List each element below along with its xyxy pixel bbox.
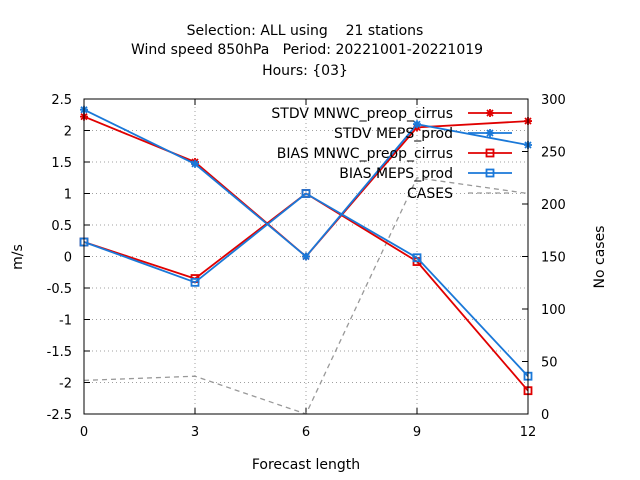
- chart-title-line-2: Wind speed 850hPa Period: 20221001-20221…: [131, 42, 483, 58]
- x-tick-label: 0: [80, 425, 88, 440]
- y-tick-label: 0.5: [51, 219, 72, 234]
- legend-label: CASES: [407, 186, 453, 202]
- y-tick-labels: 2.5 2 1.5 1 0.5 0 -0.5 -1 -1.5 -2 -2.5: [47, 93, 72, 423]
- x-axis-label: Forecast length: [252, 457, 360, 473]
- series-3-point: [301, 189, 311, 198]
- y2-tick-label: 0: [541, 408, 549, 423]
- y-tick-label: 2: [64, 125, 72, 140]
- y2-tick-label: 300: [541, 93, 566, 108]
- y2-tick-label: 150: [541, 251, 566, 266]
- x-tick-label: 3: [191, 425, 199, 440]
- y2-tick-label: 100: [541, 303, 566, 318]
- y-tick-label: -2.5: [47, 408, 72, 423]
- series-1-point: [302, 252, 310, 261]
- legend: STDV MNWC_preop_cirrus STDV MEPS_prod BIAS…: [271, 106, 512, 202]
- x-tick-label: 12: [520, 425, 537, 440]
- series-1-point: [413, 120, 421, 129]
- y2-tick-label: 200: [541, 198, 566, 213]
- y2-axis-label: No cases: [592, 226, 608, 289]
- legend-marker: [485, 168, 495, 178]
- legend-marker: [486, 109, 494, 117]
- y-axis-label: m/s: [10, 244, 26, 270]
- x-tick-label: 6: [302, 425, 310, 440]
- y-tick-label: 1.5: [51, 156, 72, 171]
- series-line-3: [83, 192, 529, 377]
- legend-marker: [485, 148, 495, 158]
- x-tick-label: 9: [413, 425, 421, 440]
- y-tick-label: -0.5: [47, 282, 72, 297]
- plot-frame: [83, 98, 529, 415]
- series-3-point: [190, 277, 200, 287]
- chart-title-line-3: Hours: {03}: [262, 63, 348, 79]
- y2-tick-label: 250: [541, 146, 566, 161]
- legend-label: STDV MEPS_prod: [334, 126, 453, 142]
- y-tick-label: -1: [59, 314, 72, 329]
- series-3-point: [412, 253, 422, 263]
- series-1-point: [191, 159, 199, 168]
- x-tick-labels: 0 3 6 9 12: [80, 425, 536, 440]
- y-tick-label: 0: [64, 251, 72, 266]
- y-tick-label: -1.5: [47, 345, 72, 360]
- y-tick-label: -2: [59, 377, 72, 392]
- y-tick-label: 2.5: [51, 93, 72, 108]
- grid: [84, 99, 528, 414]
- y2-tick-label: 50: [541, 356, 558, 371]
- y-tick-label: 1: [64, 188, 72, 203]
- legend-label: BIAS MNWC_preop_cirrus: [277, 146, 453, 162]
- chart-title-line-1: Selection: ALL using 21 stations: [187, 23, 424, 39]
- legend-marker: [486, 129, 494, 137]
- legend-label: STDV MNWC_preop_cirrus: [271, 106, 453, 122]
- y2-tick-labels: 300 250 200 150 100 50 0: [541, 93, 566, 423]
- legend-label: BIAS MEPS_prod: [339, 166, 453, 182]
